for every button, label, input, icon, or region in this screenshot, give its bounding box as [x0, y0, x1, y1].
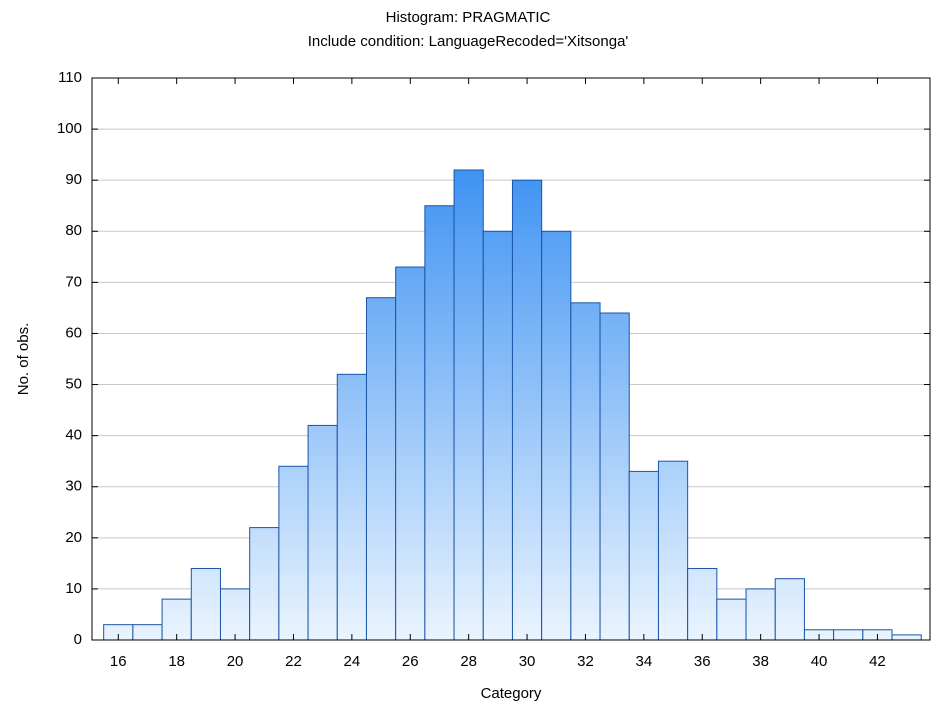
axes: 0 10 20 30 40 50 60 70 80 90 100 110 16 18 20 22 24 26 28 3… — [57, 69, 930, 670]
bar — [599, 312, 630, 641]
x-tick-label: 20 — [227, 653, 244, 670]
x-tick-label: 28 — [460, 653, 477, 670]
bar — [891, 634, 922, 641]
x-tick-label: 22 — [285, 653, 302, 670]
bar — [482, 230, 513, 641]
x-tick-label: 36 — [694, 653, 711, 670]
x-axis-label: Category — [481, 685, 542, 702]
y-tick-label: 60 — [65, 324, 82, 341]
x-tick-label: 30 — [519, 653, 536, 670]
bars — [103, 169, 922, 641]
x-tick-label: 34 — [636, 653, 653, 670]
bar — [774, 578, 805, 641]
bar — [190, 567, 221, 641]
x-tick-label: 40 — [811, 653, 828, 670]
bar — [687, 567, 718, 641]
bar — [278, 465, 309, 641]
chart-subtitle: Include condition: LanguageRecoded='Xits… — [308, 33, 629, 50]
bar — [716, 598, 747, 641]
x-tick-label: 16 — [110, 653, 127, 670]
bar — [395, 266, 426, 641]
bar — [511, 179, 543, 641]
y-tick-label: 10 — [65, 580, 82, 597]
y-tick-label: 90 — [65, 171, 82, 188]
bar — [307, 424, 338, 641]
x-tick-label: 18 — [168, 653, 185, 670]
plot-frame — [91, 77, 931, 641]
bar — [249, 527, 280, 641]
bar — [132, 624, 163, 641]
bar — [745, 588, 776, 641]
bar — [365, 297, 397, 641]
y-tick-label: 70 — [65, 273, 82, 290]
y-tick-label: 30 — [65, 478, 82, 495]
y-tick-label: 40 — [65, 427, 82, 444]
y-tick-label: 110 — [58, 69, 82, 86]
bar — [336, 373, 367, 641]
x-tick-label: 42 — [869, 653, 886, 670]
bar — [219, 588, 251, 641]
bar — [424, 205, 455, 641]
bar — [453, 169, 484, 641]
y-tick-label: 20 — [65, 529, 82, 546]
bar — [541, 230, 572, 641]
y-tick-label: 50 — [65, 376, 82, 393]
y-tick-label: 0 — [74, 631, 82, 648]
x-tick-label: 26 — [402, 653, 419, 670]
bar — [628, 470, 659, 641]
y-tick-label: 80 — [65, 222, 82, 239]
x-tick-label: 24 — [344, 653, 361, 670]
bar — [161, 598, 192, 641]
y-axis-label: No. of obs. — [15, 323, 32, 396]
bar — [657, 460, 689, 641]
x-tick-label: 38 — [752, 653, 769, 670]
bar — [833, 629, 864, 641]
bar — [570, 302, 601, 641]
y-tick-label: 100 — [57, 120, 82, 137]
x-tick-label: 32 — [577, 653, 594, 670]
chart-title: Histogram: PRAGMATIC — [386, 9, 551, 26]
